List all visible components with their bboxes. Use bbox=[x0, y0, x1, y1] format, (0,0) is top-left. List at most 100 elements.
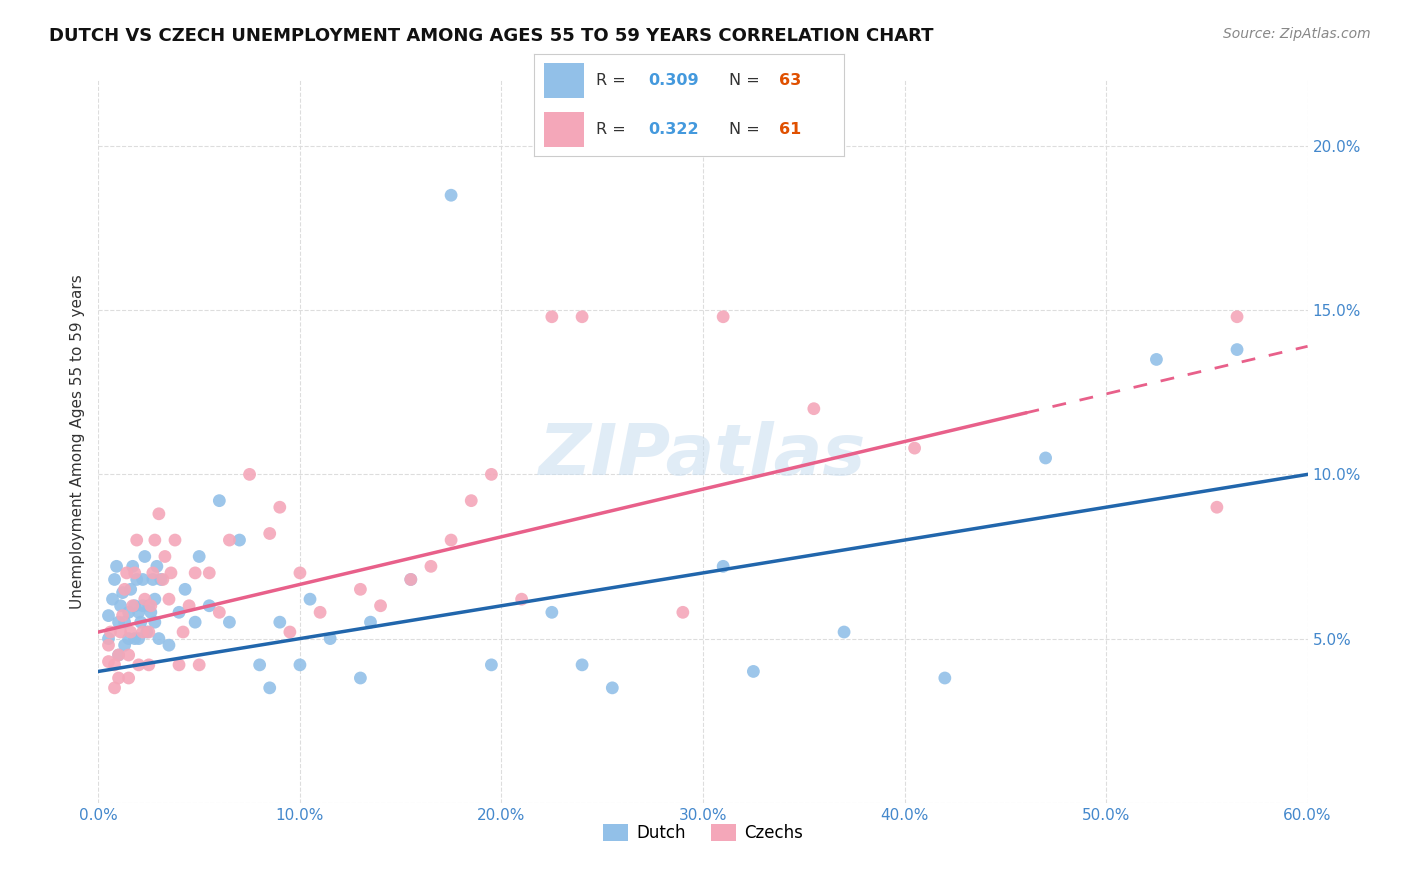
Point bbox=[399, 573, 422, 587]
Point bbox=[349, 582, 371, 597]
Point bbox=[481, 467, 503, 482]
Point bbox=[135, 625, 157, 640]
Point bbox=[742, 665, 765, 679]
Point bbox=[239, 467, 262, 482]
Point bbox=[269, 500, 291, 515]
Point bbox=[134, 549, 156, 564]
Point bbox=[163, 533, 186, 547]
Point bbox=[118, 605, 141, 619]
Point bbox=[103, 657, 125, 672]
Point bbox=[139, 599, 162, 613]
Text: 0.322: 0.322 bbox=[648, 122, 699, 137]
Point bbox=[107, 615, 129, 630]
Text: Source: ZipAtlas.com: Source: ZipAtlas.com bbox=[1223, 27, 1371, 41]
Point bbox=[208, 605, 231, 619]
Point bbox=[125, 573, 148, 587]
Text: 63: 63 bbox=[779, 72, 801, 87]
Point bbox=[101, 592, 124, 607]
Point bbox=[399, 573, 422, 587]
Point bbox=[672, 605, 695, 619]
Point bbox=[218, 533, 240, 547]
Point bbox=[120, 625, 142, 640]
Point bbox=[124, 599, 146, 613]
Point bbox=[128, 657, 150, 672]
Point bbox=[184, 615, 207, 630]
Point bbox=[174, 582, 197, 597]
Point bbox=[571, 657, 593, 672]
Point bbox=[228, 533, 250, 547]
Point bbox=[349, 671, 371, 685]
Point bbox=[105, 559, 128, 574]
Point bbox=[167, 657, 190, 672]
Text: DUTCH VS CZECH UNEMPLOYMENT AMONG AGES 55 TO 59 YEARS CORRELATION CHART: DUTCH VS CZECH UNEMPLOYMENT AMONG AGES 5… bbox=[49, 27, 934, 45]
Bar bbox=[544, 112, 583, 147]
Point bbox=[188, 657, 211, 672]
Point bbox=[139, 605, 162, 619]
Point bbox=[188, 549, 211, 564]
Point bbox=[132, 573, 155, 587]
Text: N =: N = bbox=[730, 72, 765, 87]
Point bbox=[118, 648, 141, 662]
Point bbox=[259, 681, 281, 695]
Point bbox=[904, 441, 927, 455]
Point bbox=[121, 599, 143, 613]
Point bbox=[288, 566, 311, 580]
Point bbox=[1035, 450, 1057, 465]
Text: R =: R = bbox=[596, 72, 631, 87]
Point bbox=[114, 582, 136, 597]
Point bbox=[118, 632, 141, 646]
Point bbox=[160, 566, 183, 580]
Point bbox=[198, 566, 221, 580]
Point bbox=[440, 188, 463, 202]
Point bbox=[1146, 352, 1168, 367]
Point bbox=[111, 608, 134, 623]
Point bbox=[711, 310, 734, 324]
Point bbox=[172, 625, 194, 640]
Point bbox=[153, 549, 176, 564]
Point bbox=[97, 655, 120, 669]
Point bbox=[132, 625, 155, 640]
Point bbox=[711, 559, 734, 574]
Point bbox=[97, 638, 120, 652]
Text: 0.309: 0.309 bbox=[648, 72, 699, 87]
Point bbox=[107, 648, 129, 662]
Text: R =: R = bbox=[596, 122, 631, 137]
Point bbox=[148, 507, 170, 521]
Point bbox=[218, 615, 240, 630]
Point bbox=[118, 671, 141, 685]
Point bbox=[934, 671, 956, 685]
Point bbox=[152, 573, 174, 587]
Point bbox=[148, 632, 170, 646]
Point bbox=[114, 615, 136, 630]
Point bbox=[184, 566, 207, 580]
Point bbox=[288, 657, 311, 672]
Point bbox=[540, 310, 562, 324]
Point bbox=[124, 632, 146, 646]
Text: 61: 61 bbox=[779, 122, 801, 137]
Point bbox=[420, 559, 443, 574]
Point bbox=[1206, 500, 1229, 515]
Point bbox=[149, 573, 172, 587]
Point bbox=[142, 566, 165, 580]
Point bbox=[157, 638, 180, 652]
Text: ZIPatlas: ZIPatlas bbox=[540, 422, 866, 491]
Point bbox=[319, 632, 342, 646]
Point bbox=[259, 526, 281, 541]
Point bbox=[208, 493, 231, 508]
Point bbox=[803, 401, 825, 416]
Point bbox=[97, 608, 120, 623]
Point bbox=[138, 657, 160, 672]
Text: N =: N = bbox=[730, 122, 765, 137]
Point bbox=[309, 605, 332, 619]
Point bbox=[110, 625, 132, 640]
Point bbox=[115, 566, 138, 580]
Point bbox=[143, 615, 166, 630]
Point bbox=[142, 573, 165, 587]
Point bbox=[100, 625, 122, 640]
Point bbox=[143, 533, 166, 547]
Bar bbox=[544, 62, 583, 97]
Point bbox=[128, 605, 150, 619]
Point bbox=[107, 671, 129, 685]
Point bbox=[440, 533, 463, 547]
Point bbox=[249, 657, 271, 672]
